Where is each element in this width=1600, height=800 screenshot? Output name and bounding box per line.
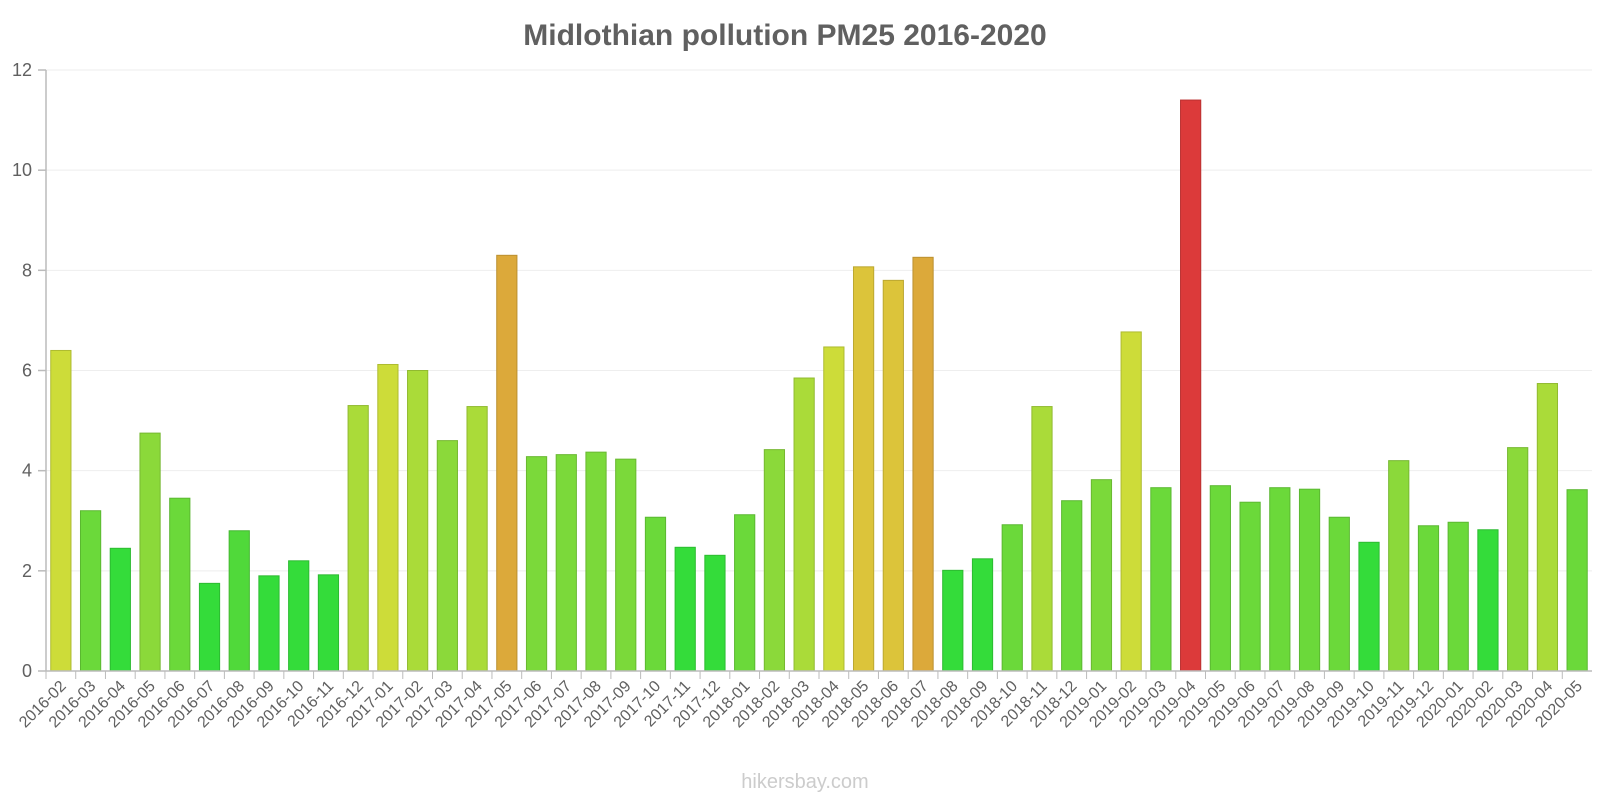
bar-2017-11[interactable]: [674, 546, 696, 672]
bar-2016-06[interactable]: [169, 497, 191, 672]
bar-2017-10[interactable]: [644, 516, 667, 672]
bar-2019-06[interactable]: [1239, 501, 1261, 672]
bar-2016-10[interactable]: [288, 560, 310, 672]
y-tick-label: 12: [12, 60, 32, 80]
bar-2018-02[interactable]: [763, 449, 786, 672]
bar-2019-04[interactable]: [1180, 99, 1202, 672]
bar-2020-04[interactable]: [1536, 383, 1559, 672]
bar-2019-09[interactable]: [1328, 516, 1350, 672]
bar-2016-12[interactable]: [347, 405, 369, 672]
bar-2018-05[interactable]: [852, 266, 875, 672]
bar-2016-11[interactable]: [317, 574, 340, 672]
y-tick-label: 2: [22, 561, 32, 581]
y-tick-label: 0: [22, 661, 32, 681]
bar-2018-08[interactable]: [942, 569, 964, 672]
bar-2017-07[interactable]: [555, 454, 577, 672]
bar-2018-03[interactable]: [793, 377, 815, 672]
bar-2016-09[interactable]: [258, 575, 280, 672]
y-tick-label: 8: [22, 260, 32, 280]
y-tick-label: 10: [12, 160, 32, 180]
bar-2019-01[interactable]: [1090, 479, 1113, 672]
bar-2016-08[interactable]: [228, 530, 250, 672]
bar-2017-09[interactable]: [615, 458, 637, 672]
bar-2016-05[interactable]: [139, 432, 161, 672]
bar-2017-05[interactable]: [496, 254, 518, 672]
bar-2017-08[interactable]: [585, 451, 607, 672]
bar-2017-03[interactable]: [436, 440, 458, 672]
bar-2018-04[interactable]: [823, 346, 845, 672]
y-axis-ticks: 0 2 4 6 8 10 12: [12, 60, 46, 681]
bar-2018-12[interactable]: [1061, 500, 1083, 672]
bar-2018-06[interactable]: [882, 279, 904, 672]
bar-2020-03[interactable]: [1507, 447, 1529, 672]
bar-2019-11[interactable]: [1388, 460, 1410, 672]
bar-2016-02[interactable]: [50, 349, 72, 672]
bar-2018-11[interactable]: [1031, 406, 1053, 672]
bar-2018-01[interactable]: [734, 514, 756, 672]
bars: [50, 99, 1588, 672]
bar-2017-02[interactable]: [407, 370, 429, 672]
bar-2017-06[interactable]: [525, 456, 548, 672]
x-axis-ticks: 2016-022016-032016-042016-052016-062016-…: [16, 671, 1586, 731]
bar-2019-03[interactable]: [1150, 487, 1172, 672]
bar-2018-09[interactable]: [971, 558, 994, 672]
credit-text: hikersbay.com: [741, 771, 868, 793]
bar-2017-01[interactable]: [377, 363, 399, 672]
chart-title: Midlothian pollution PM25 2016-2020: [523, 19, 1046, 52]
bar-2017-12[interactable]: [704, 554, 726, 672]
bar-2020-05[interactable]: [1566, 489, 1588, 672]
y-tick-label: 4: [22, 461, 32, 481]
bar-2019-10[interactable]: [1358, 541, 1380, 672]
bar-2020-01[interactable]: [1447, 521, 1469, 672]
bar-2017-04[interactable]: [466, 406, 488, 672]
bar-2018-10[interactable]: [1001, 524, 1023, 672]
bar-2016-04[interactable]: [109, 547, 131, 672]
gridlines: [46, 69, 1592, 572]
bar-2019-07[interactable]: [1269, 487, 1291, 672]
bar-2019-12[interactable]: [1417, 525, 1440, 672]
bar-2016-07[interactable]: [198, 582, 221, 672]
bar-2020-02[interactable]: [1477, 529, 1499, 672]
bar-2019-05[interactable]: [1209, 485, 1231, 672]
bar-2018-07[interactable]: [912, 256, 934, 672]
bar-2016-03[interactable]: [79, 510, 102, 672]
bar-2019-08[interactable]: [1298, 488, 1321, 672]
y-tick-label: 6: [22, 361, 32, 381]
bar-2019-02[interactable]: [1120, 331, 1142, 672]
